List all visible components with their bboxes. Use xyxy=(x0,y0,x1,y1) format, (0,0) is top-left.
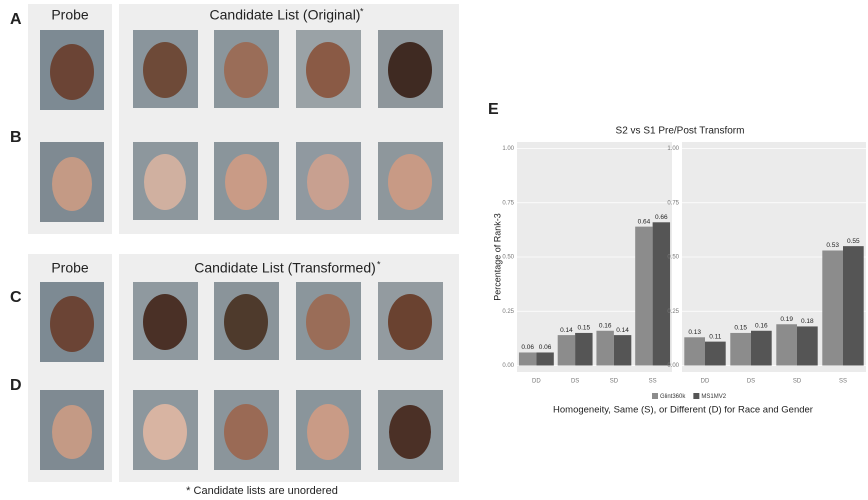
marker: * xyxy=(377,259,381,269)
face xyxy=(50,44,94,100)
figure: A B C D E Probe Candidate List (Original… xyxy=(0,0,868,500)
column-header: Probe xyxy=(51,7,89,23)
x-axis-label: Homogeneity, Same (S), or Different (D) … xyxy=(553,405,813,416)
panel-label: C xyxy=(10,289,22,306)
legend-label: Glint360k xyxy=(660,394,686,400)
value-label: 0.14 xyxy=(560,327,573,334)
marker: * xyxy=(360,6,364,16)
value-label: 0.16 xyxy=(755,322,768,329)
y-tick-label: 0.25 xyxy=(667,309,679,315)
panel-label: A xyxy=(10,11,22,28)
legend-label: MS1MV2 xyxy=(701,394,726,400)
x-tick-label: SD xyxy=(793,379,802,385)
bar xyxy=(684,337,705,365)
bar xyxy=(843,246,864,365)
value-label: 0.53 xyxy=(826,242,839,249)
face xyxy=(50,296,94,352)
value-label: 0.11 xyxy=(709,333,722,340)
panel-label: D xyxy=(10,377,22,394)
value-label: 0.06 xyxy=(539,344,552,351)
y-tick-label: 0.75 xyxy=(502,200,514,206)
legend-swatch xyxy=(693,393,699,399)
x-tick-label: SD xyxy=(610,379,619,385)
bar xyxy=(730,333,751,366)
value-label: 0.13 xyxy=(688,329,701,336)
value-label: 0.06 xyxy=(521,344,534,351)
x-tick-label: DD xyxy=(532,379,541,385)
value-label: 0.18 xyxy=(801,318,814,325)
y-tick-label: 1.00 xyxy=(502,146,514,152)
face xyxy=(388,42,432,98)
value-label: 0.16 xyxy=(599,322,612,329)
column-header: Probe xyxy=(51,260,89,276)
y-tick-label: 0.50 xyxy=(667,255,679,261)
face xyxy=(306,42,350,98)
face xyxy=(224,404,268,460)
x-tick-label: SS xyxy=(649,379,657,385)
photos xyxy=(40,30,443,470)
bar xyxy=(596,331,613,366)
bar xyxy=(635,227,652,366)
chart-title: S2 vs S1 Pre/Post Transform xyxy=(616,126,745,137)
bar xyxy=(751,331,772,366)
bar xyxy=(536,352,553,365)
y-tick-label: 0.00 xyxy=(502,363,514,369)
bar xyxy=(575,333,592,366)
value-label: 0.55 xyxy=(847,238,860,245)
bar xyxy=(822,250,843,365)
panel-label: E xyxy=(488,101,499,118)
bar xyxy=(519,352,536,365)
x-tick-label: DS xyxy=(747,379,755,385)
face xyxy=(388,154,432,210)
legend-swatch xyxy=(652,393,658,399)
x-tick-label: DD xyxy=(701,379,710,385)
face xyxy=(224,42,268,98)
face xyxy=(144,154,186,210)
y-axis-label: Percentage of Rank-3 xyxy=(492,213,502,301)
y-tick-label: 0.75 xyxy=(667,200,679,206)
value-label: 0.15 xyxy=(734,325,747,332)
bar xyxy=(797,326,818,365)
footnote: * Candidate lists are unordered xyxy=(186,485,338,497)
value-label: 0.14 xyxy=(616,327,629,334)
y-tick-label: 0.00 xyxy=(667,363,679,369)
bar xyxy=(614,335,631,365)
value-label: 0.19 xyxy=(780,316,793,323)
bar xyxy=(558,335,575,365)
column-header: Candidate List (Original) xyxy=(210,7,361,23)
value-label: 0.66 xyxy=(655,214,668,221)
bar xyxy=(653,222,670,365)
face xyxy=(307,404,349,460)
value-label: 0.15 xyxy=(578,325,591,332)
y-tick-label: 1.00 xyxy=(667,146,679,152)
face xyxy=(143,294,187,350)
face xyxy=(143,404,187,460)
bar xyxy=(705,342,726,366)
face xyxy=(52,157,92,211)
panel-label: B xyxy=(10,129,22,146)
column-header: Candidate List (Transformed) xyxy=(194,260,376,276)
figure-canvas: A B C D E Probe Candidate List (Original… xyxy=(0,0,868,500)
face xyxy=(388,294,432,350)
face xyxy=(306,294,350,350)
value-label: 0.64 xyxy=(638,218,651,225)
bar xyxy=(776,324,797,365)
face xyxy=(307,154,349,210)
face xyxy=(143,42,187,98)
y-tick-label: 0.25 xyxy=(502,309,514,315)
face xyxy=(225,154,267,210)
face xyxy=(224,294,268,350)
y-tick-label: 0.50 xyxy=(502,255,514,261)
x-tick-label: DS xyxy=(571,379,579,385)
face xyxy=(52,405,92,459)
face xyxy=(389,405,431,459)
x-tick-label: SS xyxy=(839,379,847,385)
